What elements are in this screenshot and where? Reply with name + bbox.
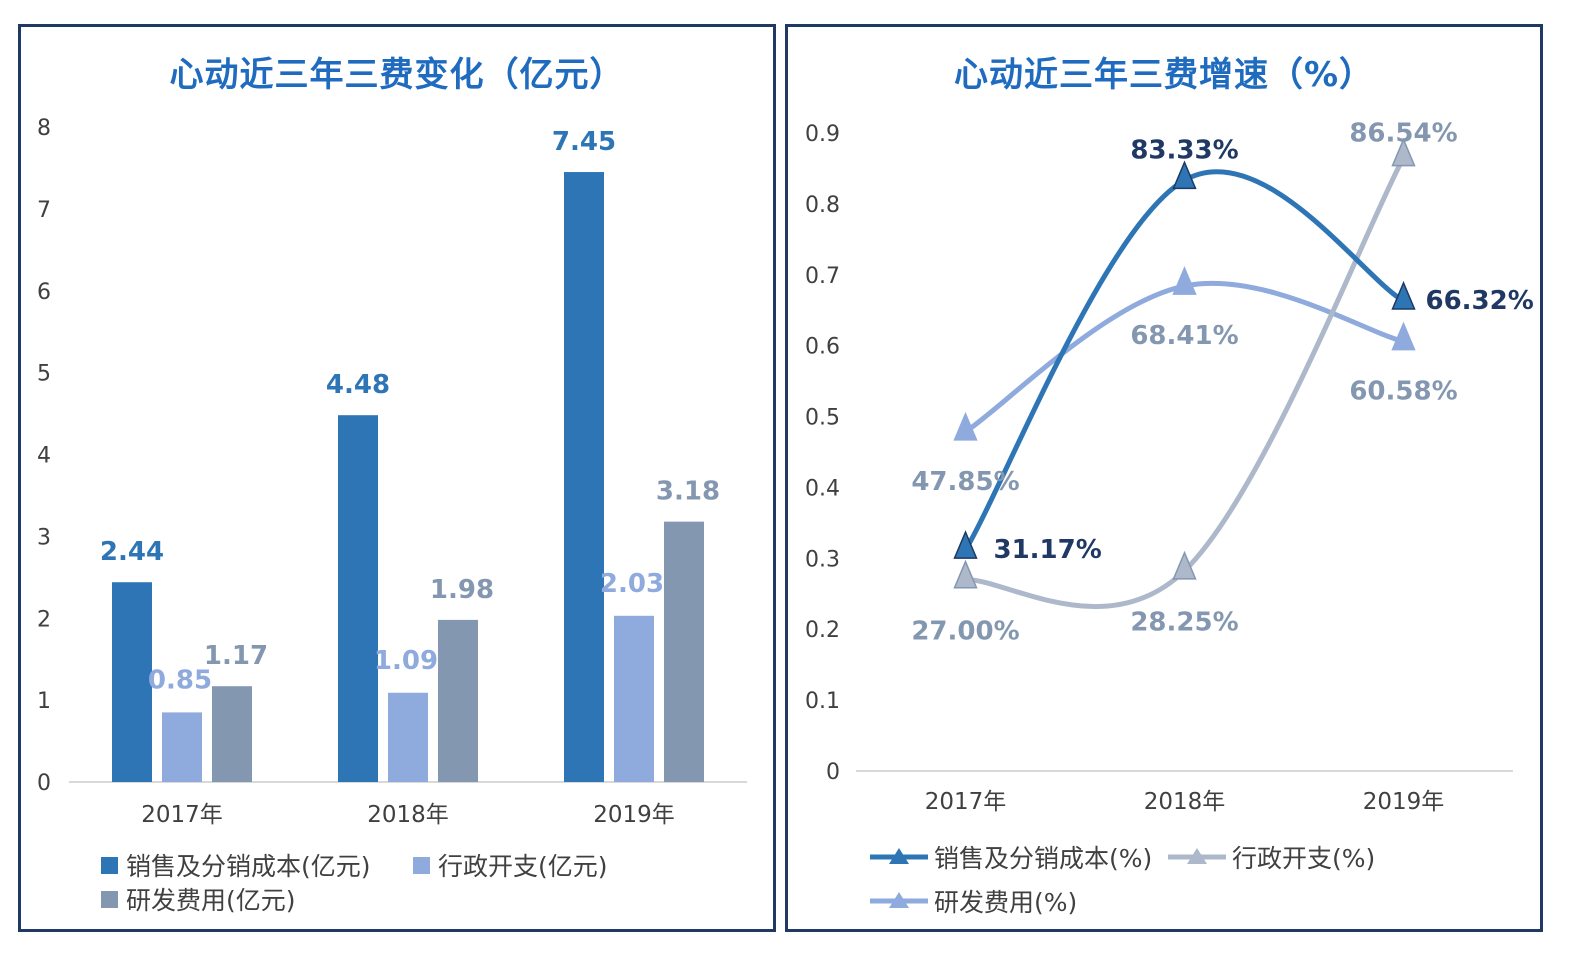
line-chart-plot: 0 0.1 0.2 0.3 0.4 0.5 0.6 0.7 0.8 0.9 2017年 2018年 20… xyxy=(805,119,1534,815)
legend-item-rd: 研发费用(亿元) xyxy=(101,881,296,917)
legend-item-growth-rd: 研发费用(%) xyxy=(870,883,1077,919)
bar-data-label: 1.17 xyxy=(204,641,268,671)
legend-label-rd: 研发费用(亿元) xyxy=(126,886,296,915)
legend-triangle-icon xyxy=(889,892,909,908)
point-data-label: 86.54% xyxy=(1349,119,1457,149)
y-tick-label: 0.3 xyxy=(805,547,840,572)
y-tick-label: 6 xyxy=(37,280,51,305)
legend-label-admin: 行政开支(亿元) xyxy=(438,852,608,881)
y-tick-label: 0 xyxy=(826,760,840,785)
bar-data-label: 0.85 xyxy=(148,665,212,695)
point-marker xyxy=(953,411,978,441)
y-tick-label: 1 xyxy=(37,689,51,714)
bar-data-label: 7.45 xyxy=(552,127,616,157)
y-tick-label: 0.8 xyxy=(805,193,840,218)
y-tick-label: 2 xyxy=(37,607,51,632)
point-data-label: 47.85% xyxy=(911,467,1019,497)
y-tick-label: 0.6 xyxy=(805,335,840,360)
point-data-label: 60.58% xyxy=(1349,377,1457,407)
y-tick-label: 0.4 xyxy=(805,476,840,501)
legend-swatch-admin xyxy=(413,856,430,874)
legend-swatch-sales xyxy=(101,856,118,874)
point-marker xyxy=(1391,321,1416,351)
legend-label-growth-sales: 销售及分销成本(%) xyxy=(934,844,1153,873)
bar-chart-plot: 0 1 2 3 4 5 6 7 8 2017年 2.44 0.851.17 2018年 4.48 1.09 1… xyxy=(37,116,747,828)
legend-line-growth-admin xyxy=(1168,847,1226,867)
legend-line-growth-rd xyxy=(870,891,928,911)
bar-2 xyxy=(212,686,252,782)
bar-data-label: 1.98 xyxy=(430,575,494,605)
legend-swatch-rd xyxy=(101,890,118,908)
bar-0 xyxy=(338,415,378,782)
legend-label-growth-rd: 研发费用(%) xyxy=(934,888,1078,917)
point-data-label: 66.32% xyxy=(1426,286,1534,316)
bar-0 xyxy=(112,582,152,782)
line-chart-title: 心动近三年三费增速（%） xyxy=(953,55,1375,95)
x-category-label: 2018年 xyxy=(1144,789,1226,815)
bar-data-label: 3.18 xyxy=(656,477,720,507)
point-marker xyxy=(1391,280,1416,310)
y-tick-label: 7 xyxy=(37,198,51,223)
x-category-label: 2018年 xyxy=(367,802,449,828)
bar-data-label: 1.09 xyxy=(374,646,438,676)
point-marker xyxy=(953,559,978,589)
y-tick-label: 5 xyxy=(37,362,51,387)
y-tick-label: 3 xyxy=(37,525,51,550)
legend-line-glyph xyxy=(870,892,928,908)
bar-data-label: 4.48 xyxy=(326,370,390,400)
x-category-label: 2017年 xyxy=(141,802,223,828)
legend-item-growth-sales: 销售及分销成本(%) xyxy=(870,839,1152,875)
bar-1 xyxy=(162,712,202,782)
bar-data-label: 2.03 xyxy=(600,569,664,599)
legend-triangle-icon xyxy=(889,848,909,864)
y-tick-label: 0.2 xyxy=(805,618,840,643)
y-tick-label: 8 xyxy=(37,116,51,141)
legend-item-growth-admin: 行政开支(%) xyxy=(1168,839,1375,875)
point-marker xyxy=(953,530,978,559)
point-data-label: 31.17% xyxy=(994,535,1102,565)
x-category-label: 2019年 xyxy=(593,802,675,828)
bar-1 xyxy=(614,615,654,782)
legend-label-growth-admin: 行政开支(%) xyxy=(1232,844,1376,873)
point-marker xyxy=(1172,266,1197,295)
legend-label-sales: 销售及分销成本(亿元) xyxy=(126,852,371,881)
point-marker xyxy=(1172,550,1197,580)
bar-2 xyxy=(438,619,478,782)
x-category-label: 2017年 xyxy=(925,789,1007,815)
legend-triangle-icon xyxy=(1187,848,1207,864)
legend-line-glyph xyxy=(1168,848,1226,864)
line-chart-panel: 心动近三年三费增速（%） 0 0.1 0.2 0.3 0.4 0.5 0.6 0.7 0.8 0.… xyxy=(785,24,1543,932)
bar-2 xyxy=(664,521,704,782)
legend-line-growth-sales xyxy=(870,847,928,867)
y-tick-label: 0.9 xyxy=(805,122,840,147)
point-data-label: 27.00% xyxy=(911,617,1019,647)
point-marker xyxy=(1172,160,1197,190)
legend-line-glyph xyxy=(870,848,928,864)
y-tick-label: 0.7 xyxy=(805,264,840,289)
point-data-label: 68.41% xyxy=(1130,321,1238,351)
point-data-label: 28.25% xyxy=(1130,608,1238,638)
legend-item-admin: 行政开支(亿元) xyxy=(413,847,608,883)
y-tick-label: 0.5 xyxy=(805,406,840,431)
series-line-0 xyxy=(963,169,1406,553)
legend-item-sales: 销售及分销成本(亿元) xyxy=(101,847,371,883)
point-marker xyxy=(1391,137,1416,167)
bar-chart-panel: 心动近三年三费变化（亿元） 0 1 2 3 4 5 6 7 8 2017年 2.44 0.85 1.17… xyxy=(18,24,776,932)
bar-data-label: 2.44 xyxy=(100,537,164,567)
x-category-label: 2019年 xyxy=(1363,789,1445,815)
bar-1 xyxy=(388,692,428,782)
point-data-label: 83.33% xyxy=(1130,135,1238,165)
bar-chart-title: 心动近三年三费变化（亿元） xyxy=(169,55,625,95)
series-line-1 xyxy=(963,155,1406,610)
bar-0 xyxy=(564,172,604,782)
y-tick-label: 0.1 xyxy=(805,689,840,714)
y-tick-label: 4 xyxy=(37,444,51,469)
y-tick-label: 0 xyxy=(37,771,51,796)
